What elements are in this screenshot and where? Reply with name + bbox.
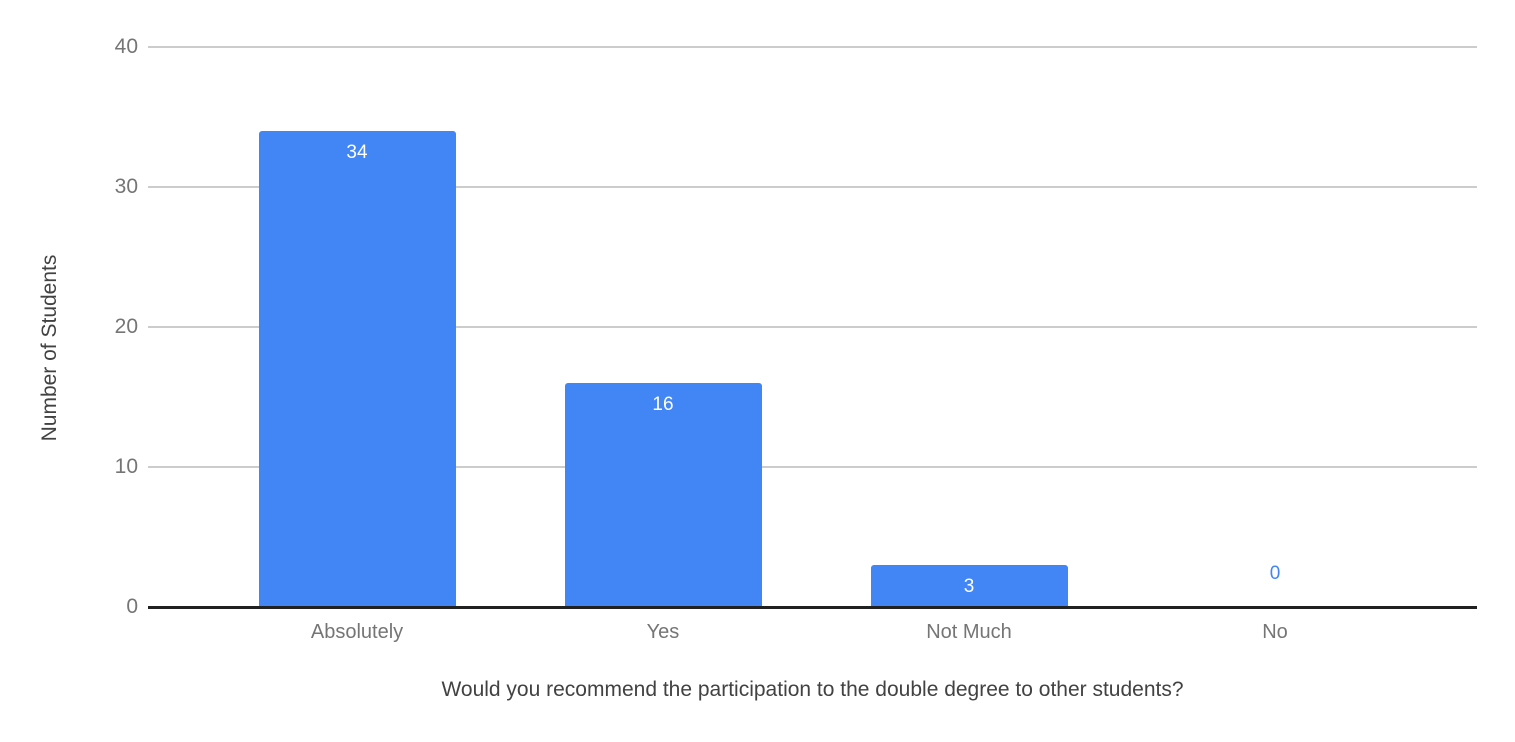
y-tick-label-10: 10	[114, 455, 138, 478]
y-tick-label-0: 0	[126, 595, 138, 618]
gridline-20	[148, 326, 1477, 328]
x-category-label-absolutely: Absolutely	[310, 621, 404, 643]
bar-value-label-yes: 16	[652, 394, 674, 415]
gridline-40	[148, 46, 1477, 48]
x-category-label-yes: Yes	[646, 621, 680, 643]
bar-not-much	[870, 565, 1068, 607]
bar-absolutely	[258, 131, 456, 607]
y-tick-label-30: 30	[114, 175, 138, 198]
x-axis-baseline	[148, 606, 1477, 609]
bar-value-label-absolutely: 34	[346, 142, 368, 163]
gridline-10	[148, 466, 1477, 468]
bar-value-label-no: 0	[1269, 563, 1281, 584]
y-axis-title: Number of Students	[38, 254, 61, 442]
y-tick-label-40: 40	[114, 35, 138, 58]
x-category-label-no: No	[1262, 621, 1288, 643]
x-category-label-not-much: Not Much	[926, 621, 1012, 643]
x-axis-title: Would you recommend the participation to…	[441, 678, 1184, 701]
bar-value-label-not-much: 3	[963, 576, 975, 597]
gridline-30	[148, 186, 1477, 188]
y-tick-label-20: 20	[114, 315, 138, 338]
bar-yes	[564, 383, 762, 607]
